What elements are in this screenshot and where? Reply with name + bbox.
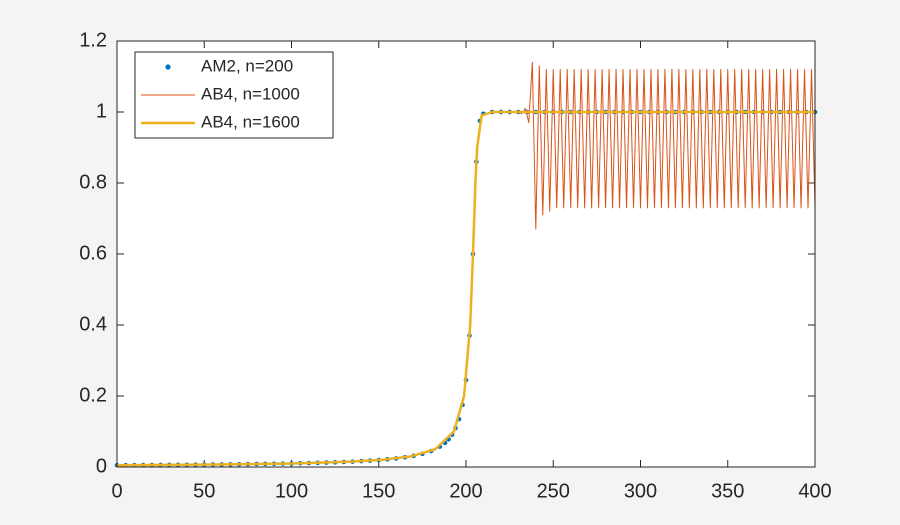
- legend-marker: [165, 64, 171, 70]
- legend: AM2, n=200 AB4, n=1000 AB4, n=1600: [134, 51, 334, 139]
- legend-label: AM2, n=200: [201, 56, 293, 75]
- y-tick-label: 0.8: [79, 171, 107, 193]
- x-tick-label: 0: [111, 480, 122, 502]
- x-tick-label: 250: [537, 480, 570, 502]
- y-tick-label: 0: [96, 455, 107, 477]
- x-tick-label: 100: [275, 480, 308, 502]
- y-tick-label: 0.6: [79, 242, 107, 264]
- axes-box: [116, 40, 816, 468]
- y-tick-label: 1.2: [79, 29, 107, 51]
- x-tick-label: 400: [798, 480, 831, 502]
- data-line: [116, 110, 815, 467]
- x-tick-label: 350: [711, 480, 744, 502]
- y-tick-label: 0.2: [79, 384, 107, 406]
- y-tick-label: 0.4: [79, 313, 107, 335]
- x-tick-label: 300: [624, 480, 657, 502]
- y-tick-label: 1: [96, 100, 107, 122]
- x-tick-label: 150: [362, 480, 395, 502]
- legend-label: AB4, n=1600: [201, 112, 300, 131]
- x-tick-label: 200: [449, 480, 482, 502]
- legend-label: AB4, n=1000: [201, 84, 300, 103]
- x-tick-label: 50: [193, 480, 215, 502]
- data-line: [116, 61, 816, 466]
